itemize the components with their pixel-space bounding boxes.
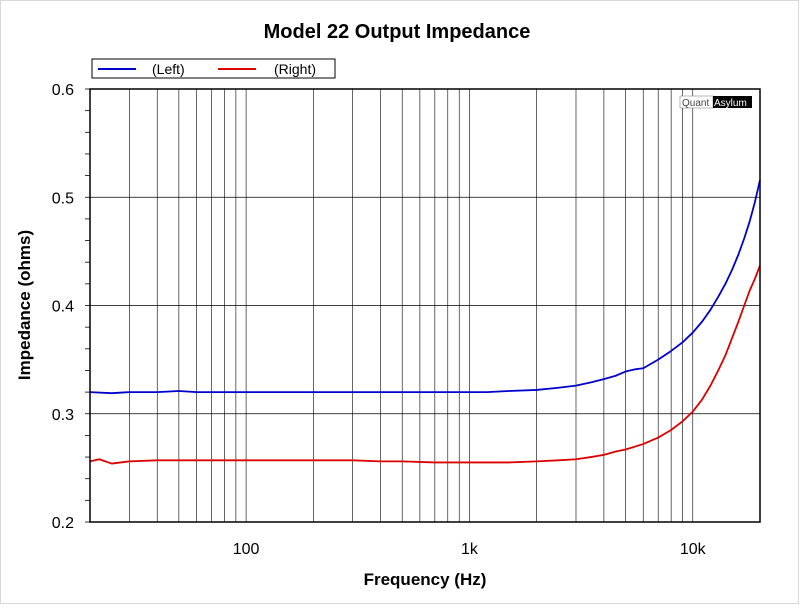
x-tick-label: 10k (680, 541, 707, 558)
x-axis-label: Frequency (Hz) (364, 570, 487, 589)
x-tick-labels: 100 1k 10k (233, 541, 707, 558)
y-tick-label: 0.4 (52, 299, 74, 316)
series-line-right (89, 265, 761, 465)
watermark-text-asylum: Asylum (714, 98, 747, 109)
legend-box (91, 58, 336, 79)
x-tick-label: 1k (461, 541, 479, 558)
y-tick-label: 0.5 (52, 190, 74, 207)
y-tick-label: 0.3 (52, 407, 74, 424)
chart-title: Model 22 Output Impedance (264, 21, 531, 43)
y-tick-labels: 0.2 0.3 0.4 0.5 0.6 (52, 82, 74, 532)
legend-label-left: (Left) (152, 61, 185, 77)
y-tick-label: 0.2 (52, 515, 74, 532)
series-line-left (89, 179, 761, 395)
quantasylum-watermark: Quant Asylum (679, 95, 752, 109)
series-layer (89, 179, 761, 465)
watermark-text-quant: Quant (682, 98, 709, 109)
legend: (Left) (Right) (91, 58, 336, 79)
legend-label-right: (Right) (274, 61, 316, 77)
x-tick-label: 100 (233, 541, 260, 558)
watermark-box-right (713, 96, 752, 108)
plot-border (89, 88, 761, 523)
y-tick-label: 0.6 (52, 82, 74, 99)
y-axis-label: Impedance (ohms) (15, 230, 34, 380)
